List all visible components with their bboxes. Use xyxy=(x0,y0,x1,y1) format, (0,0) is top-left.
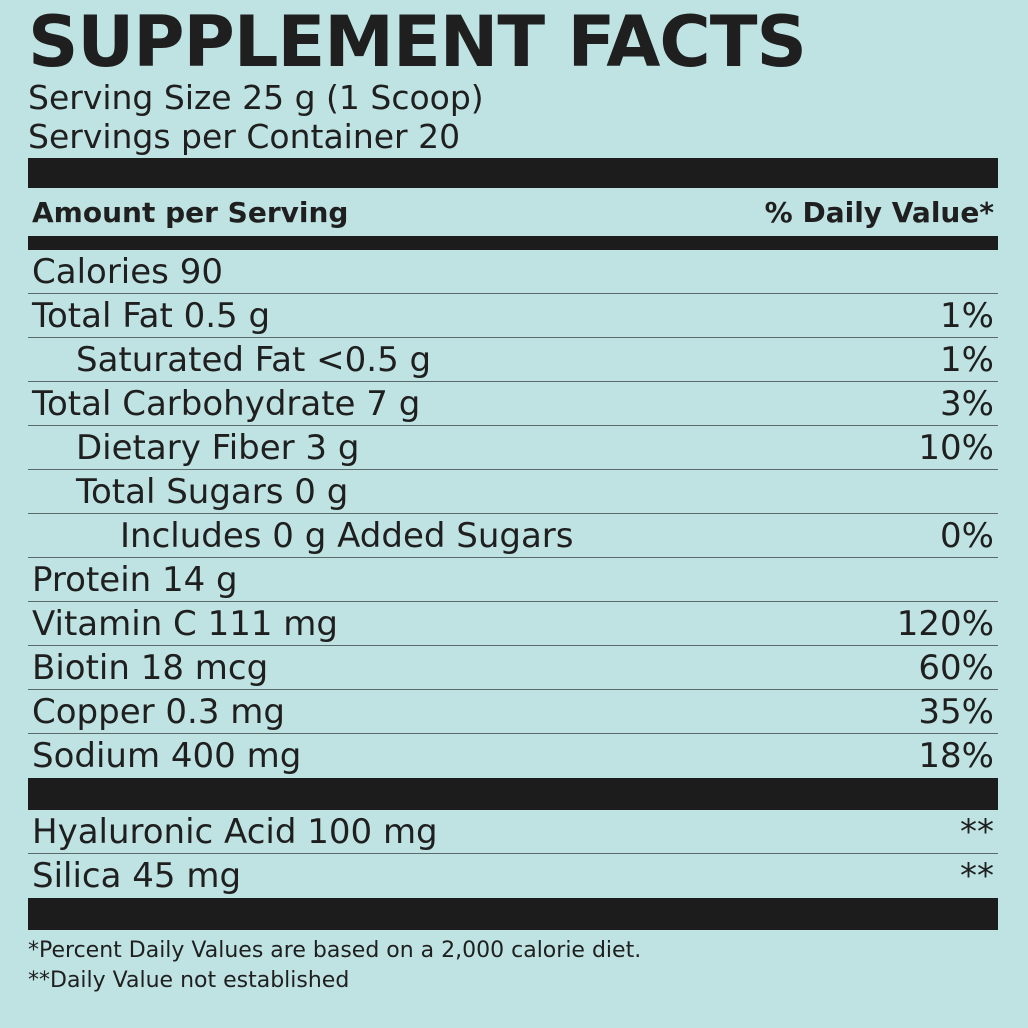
divider-bar xyxy=(28,158,998,188)
title: SUPPLEMENT FACTS xyxy=(28,1,807,83)
nutrient-row: Total Fat 0.5 g 1% xyxy=(28,294,998,338)
footnote: **Daily Value not established xyxy=(28,968,350,993)
nutrient-row: Dietary Fiber 3 g 10% xyxy=(28,426,998,470)
nutrient-label: Silica 45 mg xyxy=(32,856,242,896)
nutrient-label: Total Fat 0.5 g xyxy=(32,295,271,336)
nutrient-label: Total Carbohydrate 7 g xyxy=(32,383,421,424)
nutrient-row: Biotin 18 mcg 60% xyxy=(28,646,998,690)
nutrient-row: Includes 0 g Added Sugars 0% xyxy=(28,514,998,558)
daily-value: 10% xyxy=(918,427,994,468)
daily-value: 35% xyxy=(918,691,994,732)
amount-header: Amount per Serving xyxy=(32,195,349,229)
nutrient-row: Total Carbohydrate 7 g 3% xyxy=(28,382,998,426)
nutrient-row: Silica 45 mg ** xyxy=(28,854,998,898)
nutrient-row: Vitamin C 111 mg 120% xyxy=(28,602,998,646)
daily-value: 120% xyxy=(896,603,994,644)
nutrient-label: Includes 0 g Added Sugars xyxy=(120,515,574,556)
nutrient-row: Total Sugars 0 g xyxy=(28,470,998,514)
daily-value: ** xyxy=(960,811,994,852)
nutrient-row: Saturated Fat <0.5 g 1% xyxy=(28,338,998,382)
nutrient-label: Biotin 18 mcg xyxy=(32,647,269,688)
servings-per-container: Servings per Container 20 xyxy=(28,117,461,156)
divider-bar xyxy=(28,898,998,930)
nutrient-rows: Calories 90 Total Fat 0.5 g 1% Saturated Fa… xyxy=(28,250,998,778)
daily-value: 1% xyxy=(940,339,994,380)
nutrient-row: Protein 14 g xyxy=(28,558,998,602)
daily-value: 18% xyxy=(918,736,994,776)
daily-value: ** xyxy=(960,856,994,896)
footnotes: *Percent Daily Values are based on a 2,0… xyxy=(28,930,998,996)
header-row: Amount per Serving % Daily Value* xyxy=(28,188,998,236)
nutrient-label: Calories 90 xyxy=(32,251,223,292)
supplement-facts-label: SUPPLEMENT FACTS Serving Size 25 g (1 Sc… xyxy=(28,0,998,1026)
nutrient-label: Protein 14 g xyxy=(32,559,238,600)
daily-value: 0% xyxy=(940,515,994,556)
nutrient-label: Dietary Fiber 3 g xyxy=(76,427,360,468)
daily-value: 1% xyxy=(940,295,994,336)
other-rows: Hyaluronic Acid 100 mg ** Silica 45 mg ** xyxy=(28,810,998,898)
daily-value: 3% xyxy=(940,383,994,424)
nutrient-label: Vitamin C 111 mg xyxy=(32,603,338,644)
footnote: *Percent Daily Values are based on a 2,0… xyxy=(28,938,642,963)
nutrient-label: Hyaluronic Acid 100 mg xyxy=(32,811,438,852)
dv-header: % Daily Value* xyxy=(764,195,994,229)
nutrient-label: Saturated Fat <0.5 g xyxy=(76,339,432,380)
nutrient-row: Hyaluronic Acid 100 mg ** xyxy=(28,810,998,854)
nutrient-row: Calories 90 xyxy=(28,250,998,294)
nutrient-row: Copper 0.3 mg 35% xyxy=(28,690,998,734)
divider-bar xyxy=(28,778,998,810)
nutrient-label: Total Sugars 0 g xyxy=(76,471,349,512)
divider-bar xyxy=(28,236,998,250)
nutrient-row: Sodium 400 mg 18% xyxy=(28,734,998,778)
nutrient-label: Copper 0.3 mg xyxy=(32,691,285,732)
daily-value: 60% xyxy=(918,647,994,688)
serving-size: Serving Size 25 g (1 Scoop) xyxy=(28,78,484,117)
nutrient-label: Sodium 400 mg xyxy=(32,736,302,776)
